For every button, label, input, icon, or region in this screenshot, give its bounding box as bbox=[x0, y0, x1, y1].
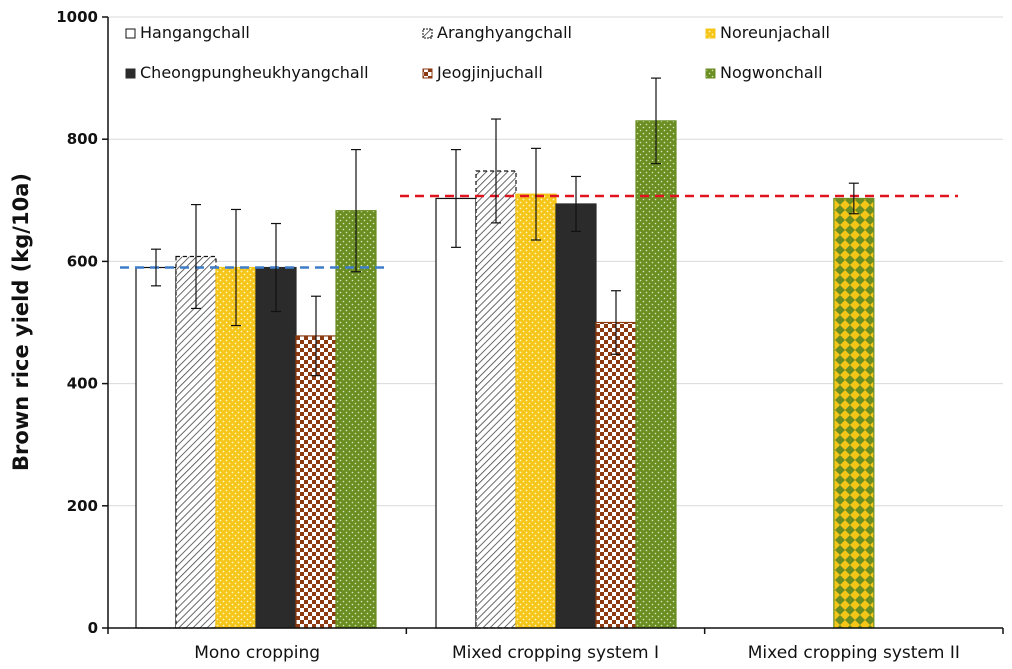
bar bbox=[435, 197, 477, 629]
bar-mixture bbox=[833, 197, 875, 629]
y-axis-label: Brown rice yield (kg/10a) bbox=[9, 173, 33, 471]
y-tick-label: 0 bbox=[88, 619, 98, 637]
bar bbox=[475, 170, 517, 629]
legend-label: Jeogjinjuchall bbox=[436, 63, 543, 82]
reference-lines bbox=[120, 194, 958, 269]
x-tick-label: Mixed cropping system II bbox=[748, 643, 960, 663]
bar bbox=[255, 266, 297, 629]
legend-label: Noreunjachall bbox=[720, 23, 830, 42]
x-tick-label: Mixed cropping system I bbox=[452, 643, 659, 663]
legend-label: Hangangchall bbox=[140, 23, 250, 42]
legend-swatch bbox=[125, 28, 136, 39]
error-bars bbox=[151, 77, 859, 377]
bar bbox=[295, 335, 337, 629]
x-tick-label: Mono cropping bbox=[194, 643, 320, 663]
legend-swatch bbox=[422, 68, 433, 79]
legend-swatch bbox=[422, 28, 433, 39]
legend-label: Aranghyangchall bbox=[437, 23, 572, 42]
bars-layer bbox=[135, 120, 875, 629]
y-tick-label: 1000 bbox=[56, 8, 98, 26]
bar bbox=[555, 203, 597, 629]
legend-swatch bbox=[125, 68, 136, 79]
bar bbox=[635, 120, 677, 629]
legend-swatch bbox=[705, 68, 716, 79]
bar bbox=[335, 210, 377, 629]
legend: Hangangchall Aranghyangchall Noreunjachall… bbox=[125, 23, 830, 82]
axes: 0 200 400 600 800 1000 Mono cropping Mixed crop… bbox=[56, 8, 1004, 663]
bar bbox=[175, 255, 217, 629]
bar bbox=[135, 266, 177, 629]
y-tick-label: 600 bbox=[67, 252, 98, 270]
y-tick-label: 400 bbox=[67, 375, 98, 393]
legend-label: Nogwonchall bbox=[720, 63, 823, 82]
legend-label: Cheongpungheukhyangchall bbox=[140, 63, 369, 82]
y-tick-label: 200 bbox=[67, 497, 98, 515]
bar bbox=[595, 321, 637, 629]
legend-swatch bbox=[705, 28, 716, 39]
y-tick-label: 800 bbox=[67, 130, 98, 148]
bar bbox=[515, 193, 557, 629]
